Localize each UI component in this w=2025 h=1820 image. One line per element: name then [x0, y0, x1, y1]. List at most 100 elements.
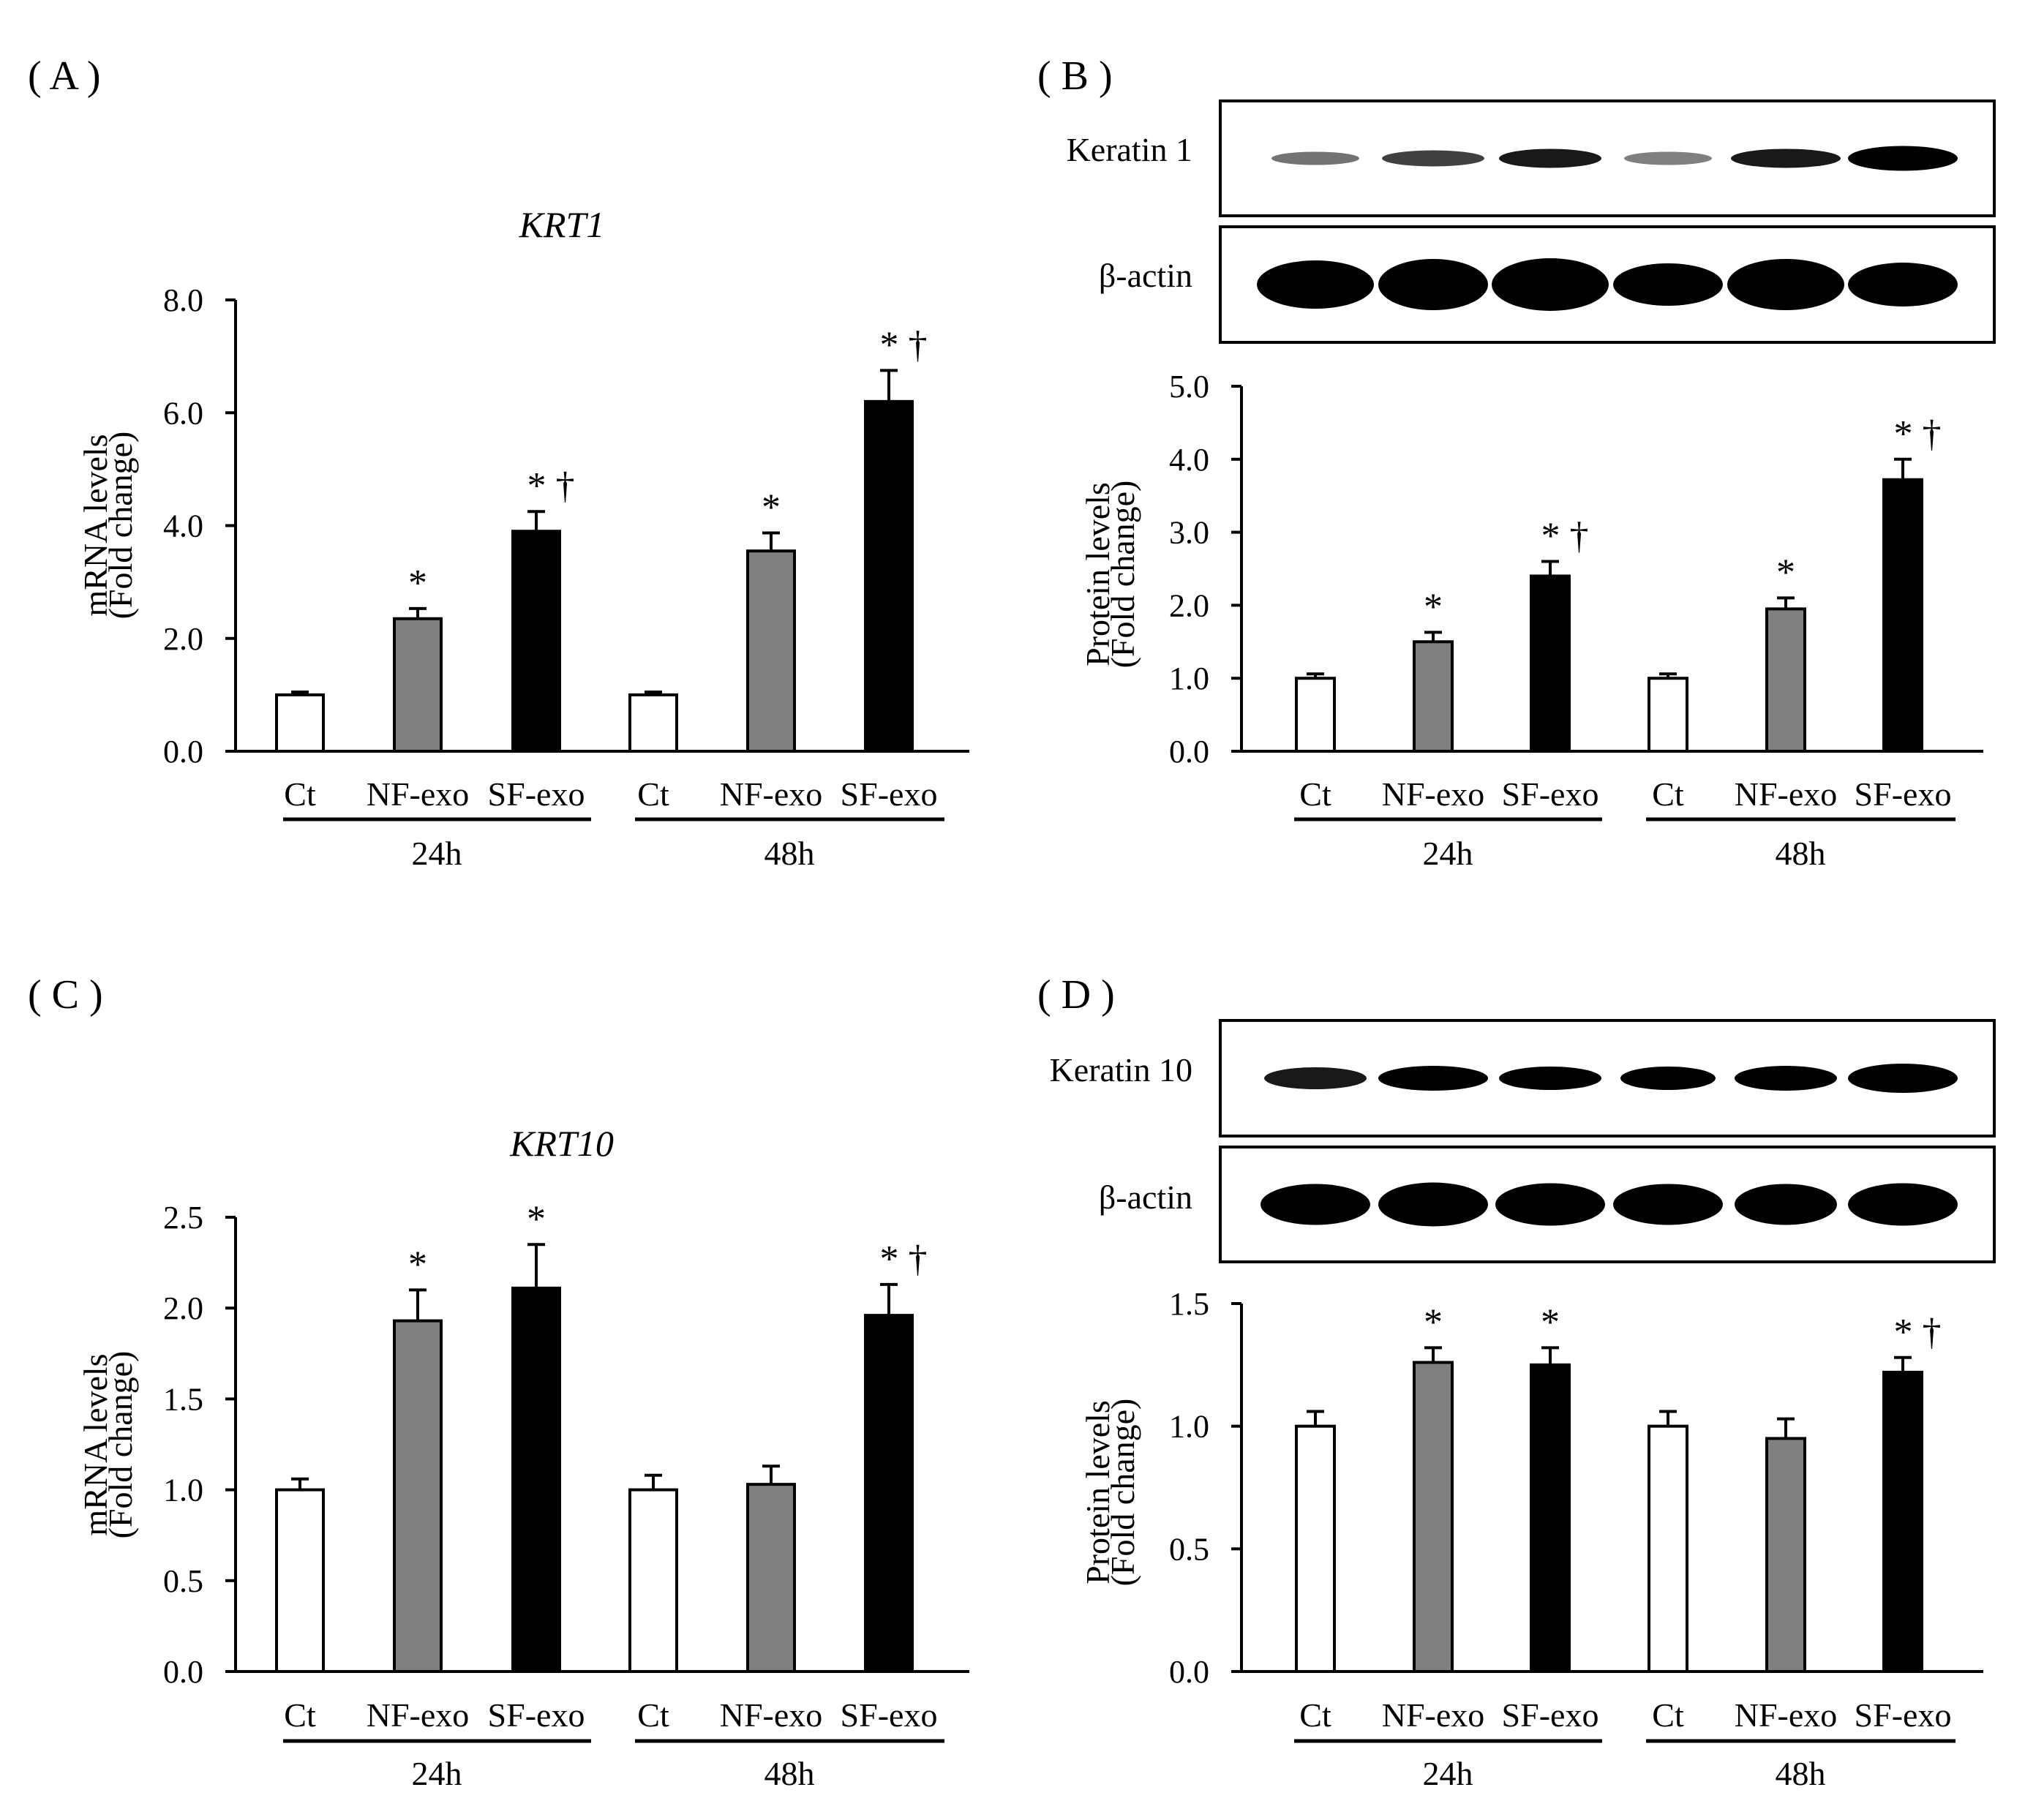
chart-title: KRT10 — [509, 1123, 614, 1164]
panel-b: ( B ) Keratin 1 β-actin 0.0 1.0 2.0 3.0 4.0 5.0 P… — [1037, 53, 1996, 872]
blot-band — [1499, 1067, 1601, 1090]
blot-band — [1620, 1067, 1716, 1090]
blot-band — [1848, 146, 1958, 171]
bar — [393, 1319, 443, 1673]
blot-band — [1848, 1064, 1958, 1093]
y-tick-label: 4.0 — [163, 508, 203, 544]
blot-band — [1378, 259, 1488, 310]
y-tick-label: 6.0 — [163, 395, 203, 431]
y-tick-label: 4.0 — [1169, 442, 1209, 478]
significance-mark: * — [1776, 552, 1795, 593]
bar — [864, 399, 914, 753]
y-tick-label: 0.0 — [1169, 734, 1209, 770]
bar — [1413, 640, 1454, 753]
blot-band — [1624, 151, 1712, 165]
bar — [746, 549, 796, 753]
x-tick-label: NF-exo — [1382, 1696, 1485, 1734]
y-axis-label: (Fold change) — [1104, 481, 1141, 669]
blot-row-label: Keratin 1 — [1067, 131, 1192, 168]
blot-band — [1264, 1067, 1367, 1089]
x-tick-label: NF-exo — [1735, 775, 1838, 813]
bar — [628, 1488, 678, 1673]
blot-band — [1492, 258, 1609, 311]
y-axis-label: (Fold change) — [102, 432, 139, 620]
significance-mark: * † — [1541, 516, 1589, 557]
bar — [1765, 607, 1806, 753]
x-tick-label: Ct — [284, 775, 316, 813]
y-axis-label: (Fold change) — [102, 1351, 139, 1539]
x-tick-label: Ct — [1652, 775, 1684, 813]
y-axis-label: (Fold change) — [1104, 1399, 1141, 1587]
bar — [1882, 478, 1923, 753]
group-label: 24h — [412, 1755, 462, 1792]
bar — [1295, 1424, 1336, 1673]
y-tick-label: 2.0 — [163, 621, 203, 657]
significance-mark: * — [527, 1198, 546, 1240]
x-tick-label: SF-exo — [488, 775, 585, 813]
x-tick-label: SF-exo — [1502, 1696, 1599, 1734]
y-tick-label: 1.0 — [1169, 661, 1209, 696]
panel-label: ( A ) — [28, 53, 101, 99]
significance-mark: * — [1541, 1301, 1560, 1343]
x-tick-label: NF-exo — [367, 775, 470, 813]
y-tick-label: 5.0 — [1169, 369, 1209, 405]
bar — [275, 1488, 325, 1673]
bar — [1765, 1437, 1806, 1674]
y-tick-label: 1.5 — [1169, 1286, 1209, 1322]
panel-a: ( A ) KRT1 0.0 2.0 4.0 6.0 8.0 mRNA levels(Fold… — [28, 53, 969, 872]
blot-row-label: Keratin 10 — [1050, 1051, 1192, 1088]
y-tick-label: 0.0 — [163, 734, 203, 770]
blot-band — [1727, 259, 1844, 310]
bar — [1530, 574, 1571, 753]
y-tick-label: 0.5 — [163, 1563, 203, 1599]
x-tick-label: SF-exo — [1855, 1696, 1952, 1734]
blot-row-label: β-actin — [1099, 1178, 1192, 1216]
y-tick-label: 1.0 — [1169, 1409, 1209, 1445]
blot-band — [1378, 1066, 1488, 1091]
blot-band — [1382, 150, 1484, 167]
x-tick-label: Ct — [1652, 1696, 1684, 1734]
blot-band — [1378, 1182, 1488, 1227]
panel-label: ( D ) — [1037, 972, 1115, 1018]
bar — [393, 617, 443, 753]
x-tick-label: NF-exo — [720, 775, 823, 813]
blot-band — [1495, 1183, 1605, 1226]
y-tick-label: 3.0 — [1169, 515, 1209, 551]
significance-mark: * — [408, 563, 427, 604]
significance-mark: * † — [880, 1238, 928, 1280]
x-tick-label: Ct — [1299, 775, 1331, 813]
significance-mark: * † — [1894, 413, 1942, 455]
y-axis-label: mRNA levels — [77, 434, 114, 616]
blot-band — [1271, 151, 1359, 165]
significance-mark: * † — [880, 324, 928, 366]
x-tick-label: Ct — [637, 1696, 669, 1734]
x-tick-label: Ct — [284, 1696, 316, 1734]
x-tick-label: SF-exo — [1855, 775, 1952, 813]
significance-mark: * † — [1894, 1312, 1942, 1353]
chart-title: KRT1 — [519, 204, 605, 245]
blot-band — [1731, 148, 1841, 168]
x-tick-label: Ct — [1299, 1696, 1331, 1734]
blot-band — [1848, 1183, 1958, 1226]
y-tick-label: 0.5 — [1169, 1531, 1209, 1567]
group-label: 48h — [764, 1755, 815, 1792]
y-tick-label: 8.0 — [163, 282, 203, 318]
x-tick-label: NF-exo — [720, 1696, 823, 1734]
panel-c: ( C ) KRT10 0.0 0.5 1.0 1.5 2.0 2.5 mRNA levels(… — [28, 972, 969, 1792]
bar — [511, 1286, 561, 1673]
bar — [1882, 1370, 1923, 1673]
y-tick-label: 2.5 — [163, 1200, 203, 1236]
x-tick-label: SF-exo — [488, 1696, 585, 1734]
group-label: 24h — [1423, 1755, 1473, 1792]
bar — [628, 693, 678, 753]
significance-mark: * — [1424, 1301, 1443, 1343]
blot-band — [1261, 1184, 1370, 1225]
bar — [511, 530, 561, 753]
blot-band — [1735, 1184, 1837, 1225]
group-label: 24h — [1423, 835, 1473, 872]
x-tick-label: NF-exo — [367, 1696, 470, 1734]
group-label: 48h — [1776, 1755, 1826, 1792]
bar — [1413, 1361, 1454, 1673]
blot-band — [1848, 263, 1958, 307]
